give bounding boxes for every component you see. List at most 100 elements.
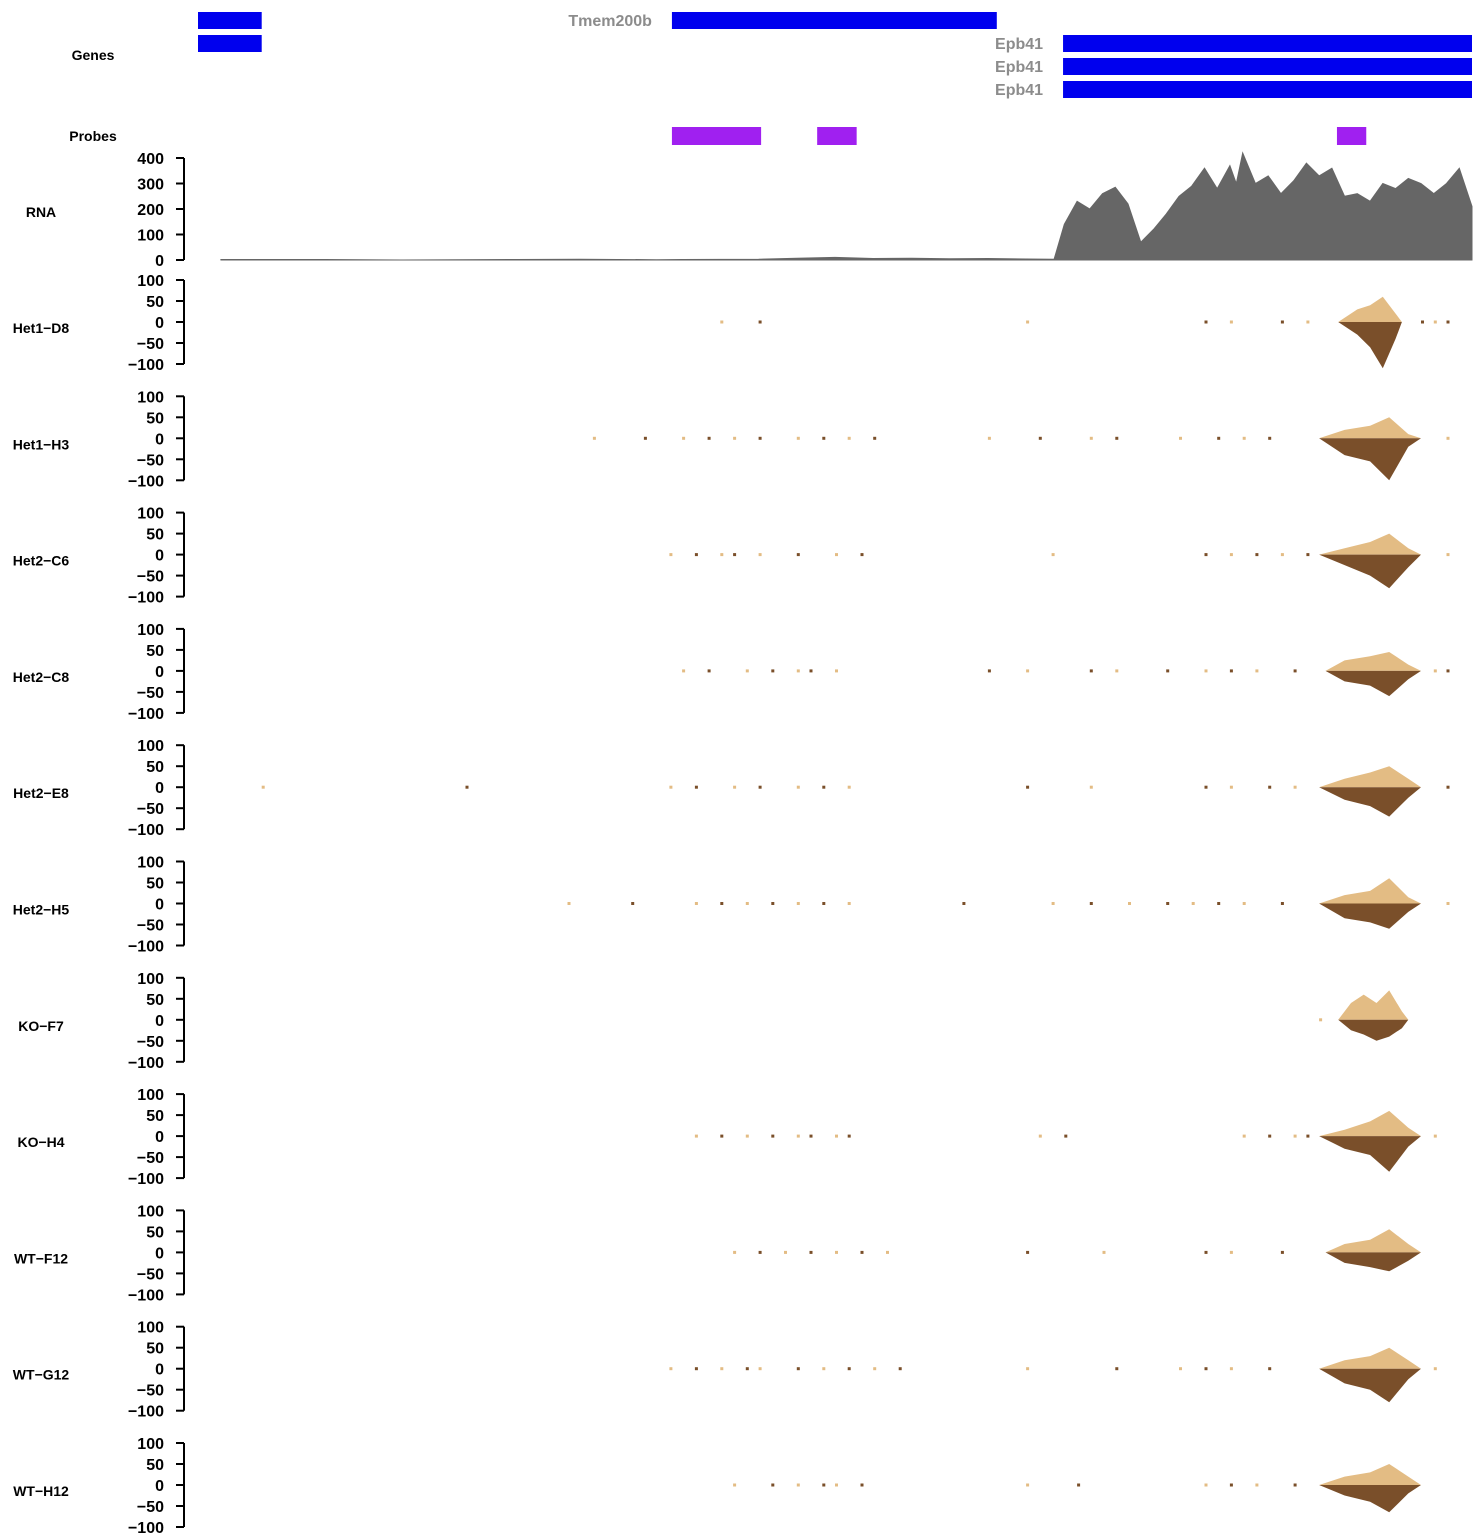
read-mark bbox=[1293, 785, 1297, 789]
minus-strand-area bbox=[1319, 1368, 1421, 1403]
sample-tick-label: 100 bbox=[137, 1436, 164, 1453]
read-mark bbox=[822, 785, 826, 789]
read-mark bbox=[669, 553, 673, 557]
read-mark bbox=[835, 669, 838, 673]
read-mark bbox=[720, 553, 724, 557]
read-mark bbox=[465, 785, 469, 789]
plus-strand-area bbox=[1319, 1464, 1421, 1485]
read-mark bbox=[1446, 436, 1450, 440]
read-mark bbox=[682, 436, 686, 440]
read-mark bbox=[784, 1250, 787, 1254]
read-mark bbox=[1433, 1367, 1437, 1371]
sample-tick-label: 50 bbox=[146, 1108, 164, 1125]
read-mark bbox=[682, 669, 686, 673]
sample-tick-label: 50 bbox=[146, 1457, 164, 1474]
read-mark bbox=[720, 1134, 724, 1138]
rna-tick-label: 400 bbox=[137, 151, 164, 168]
read-mark bbox=[1229, 785, 1233, 789]
read-mark bbox=[1242, 1134, 1246, 1138]
read-mark bbox=[720, 320, 724, 324]
sample-tick-label: 100 bbox=[137, 389, 164, 406]
read-mark bbox=[796, 1483, 800, 1487]
sample-label: Het2−C8 bbox=[13, 669, 70, 685]
read-mark bbox=[1446, 902, 1450, 905]
gene-bar bbox=[1063, 35, 1472, 52]
read-mark bbox=[720, 902, 724, 905]
read-mark bbox=[707, 436, 711, 440]
rna-tick-label: 0 bbox=[155, 253, 164, 270]
read-mark bbox=[835, 1134, 838, 1138]
read-mark bbox=[1102, 1250, 1106, 1254]
read-mark bbox=[987, 436, 991, 440]
sample-tick-label: 100 bbox=[137, 738, 164, 755]
read-mark bbox=[733, 1250, 737, 1254]
rna-track-label: RNA bbox=[26, 204, 56, 220]
sample-label: Het1−D8 bbox=[13, 320, 70, 336]
minus-strand-area bbox=[1319, 1136, 1421, 1172]
read-mark bbox=[707, 669, 711, 673]
read-mark bbox=[1306, 320, 1310, 324]
read-mark bbox=[1229, 1250, 1233, 1254]
read-mark bbox=[1268, 1134, 1272, 1138]
read-mark bbox=[1268, 1367, 1272, 1371]
sample-track: 100 50 0 −50 −100 Het1−H3 bbox=[13, 389, 1450, 490]
sample-label: WT−F12 bbox=[14, 1250, 68, 1266]
read-mark bbox=[847, 1367, 851, 1371]
sample-tick-label: −50 bbox=[137, 1499, 164, 1516]
sample-tracks: 100 50 0 −50 −100 Het1−D8 100 50 0 −50 −100 Het1−H3… bbox=[13, 273, 1450, 1537]
read-mark bbox=[771, 1134, 775, 1138]
read-mark bbox=[1026, 1250, 1030, 1254]
read-mark bbox=[745, 669, 749, 673]
plus-strand-area bbox=[1319, 533, 1421, 555]
sample-tick-label: 0 bbox=[155, 548, 164, 565]
read-mark bbox=[860, 1483, 864, 1487]
read-mark bbox=[1433, 1134, 1437, 1138]
read-mark bbox=[1306, 1134, 1310, 1138]
sample-tick-label: 50 bbox=[146, 294, 164, 311]
sample-tick-label: −50 bbox=[137, 1150, 164, 1167]
read-mark bbox=[1268, 436, 1272, 440]
read-mark bbox=[987, 669, 991, 673]
read-mark bbox=[694, 902, 698, 905]
sample-track: 100 50 0 −50 −100 WT−G12 bbox=[13, 1320, 1437, 1421]
read-mark bbox=[809, 1250, 813, 1254]
sample-tick-label: 50 bbox=[146, 643, 164, 660]
read-mark bbox=[1038, 436, 1042, 440]
read-mark bbox=[1051, 902, 1055, 905]
sample-tick-label: −100 bbox=[128, 939, 164, 956]
sample-tick-label: 0 bbox=[155, 1362, 164, 1379]
read-mark bbox=[745, 1134, 749, 1138]
read-mark bbox=[694, 785, 698, 789]
read-mark bbox=[1089, 902, 1093, 905]
minus-strand-area bbox=[1338, 1019, 1409, 1041]
plus-strand-area bbox=[1325, 1229, 1421, 1253]
sample-track: 100 50 0 −50 −100 Het2−C8 bbox=[13, 622, 1450, 723]
read-mark bbox=[261, 785, 265, 789]
genes-track-label: Genes bbox=[72, 47, 115, 63]
sample-tick-label: 0 bbox=[155, 431, 164, 448]
read-mark bbox=[694, 553, 698, 557]
minus-strand-area bbox=[1319, 903, 1421, 929]
read-mark bbox=[1229, 553, 1233, 557]
read-mark bbox=[771, 902, 775, 905]
sample-tick-label: 0 bbox=[155, 780, 164, 797]
gene-bar bbox=[198, 12, 262, 29]
read-mark bbox=[758, 436, 762, 440]
sample-tick-label: 0 bbox=[155, 897, 164, 914]
read-mark bbox=[745, 1367, 749, 1371]
plus-strand-area bbox=[1319, 878, 1421, 904]
sample-tick-label: 0 bbox=[155, 315, 164, 332]
sample-tick-label: −50 bbox=[137, 1266, 164, 1283]
gene-label: Epb41 bbox=[995, 82, 1043, 99]
read-mark bbox=[796, 669, 800, 673]
probe-bar bbox=[671, 127, 762, 145]
read-mark bbox=[1229, 320, 1233, 324]
read-mark bbox=[796, 1367, 800, 1371]
read-mark bbox=[758, 1250, 762, 1254]
sample-tick-label: 100 bbox=[137, 622, 164, 639]
read-mark bbox=[1204, 1483, 1208, 1487]
gene-label: Tmem200b bbox=[568, 13, 652, 30]
sample-tick-label: 100 bbox=[137, 1320, 164, 1337]
read-mark bbox=[1229, 1367, 1233, 1371]
read-mark bbox=[1026, 1367, 1030, 1371]
